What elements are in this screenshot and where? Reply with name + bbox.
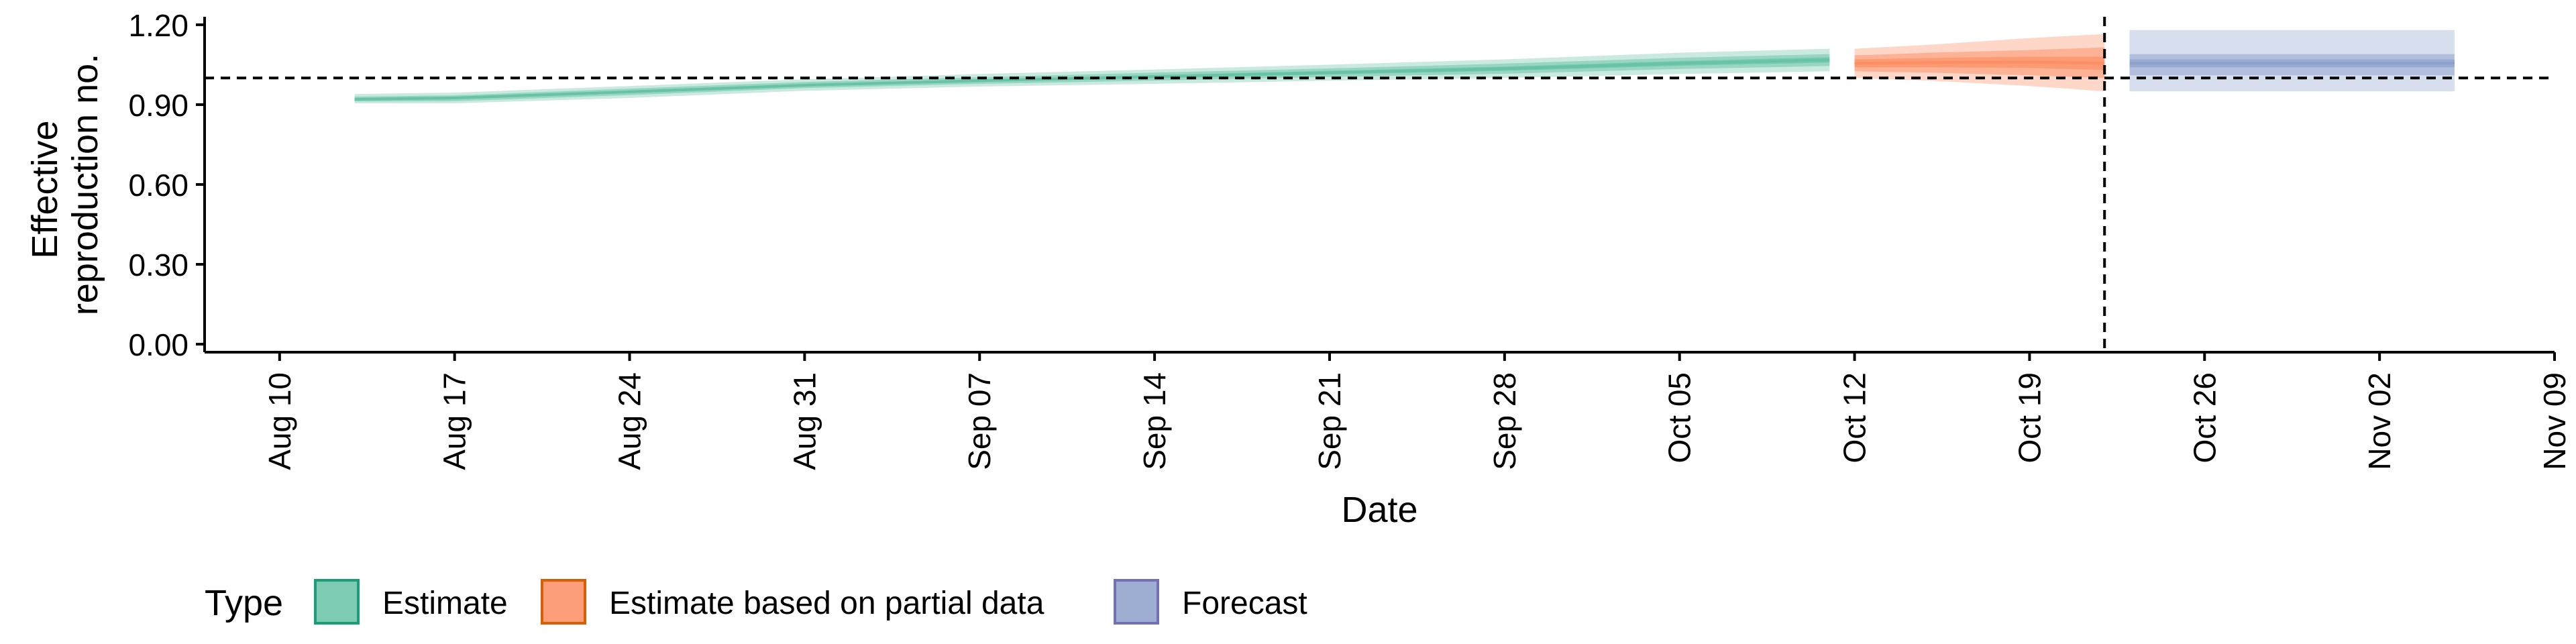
x-tick-label: Nov 02: [2362, 372, 2397, 470]
x-tick-label: Oct 05: [1662, 372, 1697, 464]
y-tick-label: 0.60: [128, 168, 189, 203]
legend-title: Type: [205, 583, 283, 623]
y-tick-label: 0.00: [128, 327, 189, 362]
legend-key-estimate-based-on-partial-data: [541, 579, 586, 625]
reference-lines: [205, 17, 2555, 352]
x-tick-label: Sep 28: [1487, 372, 1522, 470]
x-tick-label: Aug 24: [612, 372, 647, 470]
x-tick-label: Aug 17: [437, 372, 472, 470]
y-tick-label: 0.90: [128, 88, 189, 123]
y-tick-label: 0.30: [128, 248, 189, 282]
y-axis-label-line-2: reproduction no.: [65, 54, 105, 315]
x-tick-label: Sep 21: [1312, 372, 1347, 470]
y-tick-label: 1.20: [128, 8, 189, 43]
y-axis-label: Effective reproduction no.: [25, 54, 105, 315]
ribbon-layer: [354, 30, 2455, 103]
legend: Type Estimate Estimate based on partial da…: [205, 579, 1307, 625]
x-tick-label: Sep 14: [1137, 372, 1172, 470]
legend-label-estimate-based-on-partial-data: Estimate based on partial data: [609, 586, 1044, 621]
x-tick-label: Oct 26: [2187, 372, 2222, 464]
x-tick-label: Sep 07: [962, 372, 997, 470]
legend-label-estimate: Estimate: [382, 586, 508, 621]
legend-key-forecast: [1114, 579, 1159, 625]
legend-key-estimate: [314, 579, 360, 625]
estimate-based-on-partial-data-median-line: [1854, 60, 2105, 65]
x-tick-label: Oct 19: [2012, 372, 2047, 464]
x-tick-label: Nov 09: [2537, 372, 2572, 470]
x-tick-label: Aug 10: [262, 372, 297, 470]
legend-label-forecast: Forecast: [1182, 586, 1307, 621]
x-tick-label: Oct 12: [1837, 372, 1872, 464]
axes: 0.00 0.30 0.60 0.90 1.20 Aug 10 Aug 17 Aug 24 Au…: [128, 8, 2572, 470]
x-axis-label: Date: [1341, 490, 1417, 530]
y-axis-label-line-1: Effective: [25, 120, 65, 258]
x-tick-label: Aug 31: [787, 372, 822, 470]
